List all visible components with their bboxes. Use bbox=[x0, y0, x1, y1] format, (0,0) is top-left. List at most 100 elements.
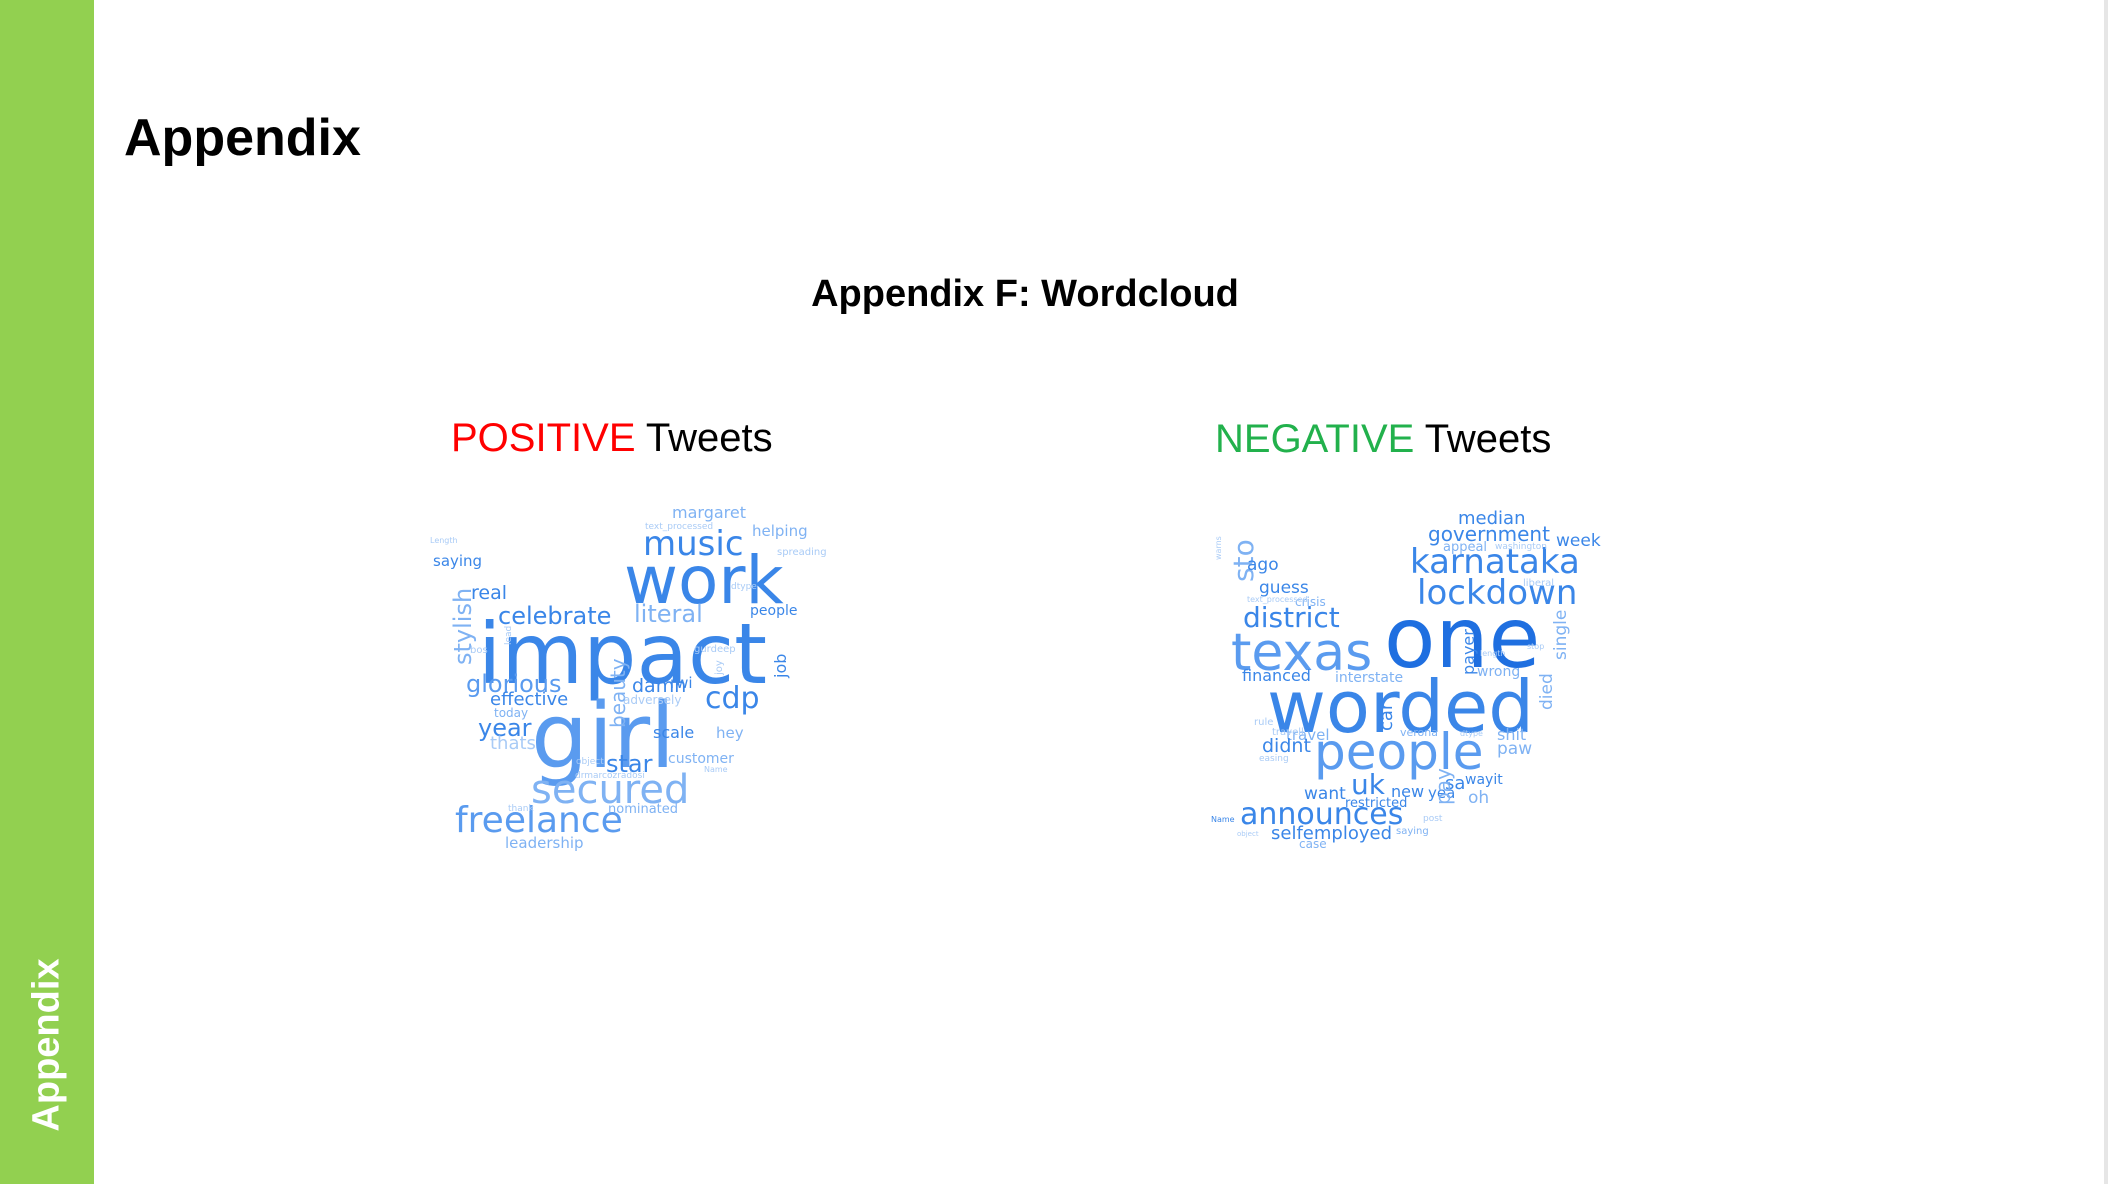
positive-heading: POSITIVE Tweets bbox=[451, 416, 773, 461]
positive-word-today: today bbox=[494, 706, 529, 720]
negative-word-travell: travell bbox=[1272, 727, 1304, 738]
negative-word-easing: easing bbox=[1259, 754, 1289, 764]
negative-word-liberal: liberal bbox=[1523, 578, 1555, 589]
negative-word-pay: pay bbox=[1431, 768, 1455, 805]
negative-word-want: want bbox=[1304, 784, 1346, 804]
positive-word-bos: bos bbox=[470, 645, 488, 656]
negative-word-rule: rule bbox=[1254, 717, 1274, 728]
negative-word-ago: ago bbox=[1247, 555, 1279, 575]
negative-word-selfemployed: selfemployed bbox=[1271, 823, 1392, 844]
positive-word-joy: joy bbox=[714, 660, 725, 675]
negative-word-died: died bbox=[1537, 673, 1557, 710]
positive-word-gurdeep: gurdeep bbox=[694, 644, 736, 655]
negative-word-case: case bbox=[1299, 837, 1327, 851]
negative-word-saying: saying bbox=[1396, 826, 1429, 837]
negative-word-karnataka: karnataka bbox=[1410, 542, 1580, 582]
negative-word-object: object bbox=[1237, 830, 1259, 838]
positive-word-dtype: dtype bbox=[731, 582, 757, 592]
negative-word-travel: travel bbox=[1286, 726, 1330, 744]
positive-word-customer: customer bbox=[668, 751, 734, 767]
positive-word-year: year bbox=[478, 714, 532, 742]
section-title: Appendix F: Wordcloud bbox=[0, 273, 2050, 316]
positive-word-helping: helping bbox=[752, 522, 808, 540]
positive-word-glorious: glorious bbox=[466, 670, 562, 698]
negative-word-restricted: restricted bbox=[1345, 796, 1408, 811]
positive-word-leadership: leadership bbox=[505, 834, 584, 852]
positive-word-nominated: nominated bbox=[608, 802, 679, 817]
negative-word-paw: paw bbox=[1497, 739, 1533, 759]
negative-word-district: district bbox=[1243, 601, 1340, 634]
positive-word-rwi: rwi bbox=[670, 674, 693, 692]
negative-word-yea: yea bbox=[1428, 784, 1456, 802]
section-title-text: Appendix F: Wordcloud bbox=[811, 273, 1239, 315]
negative-word-one: one bbox=[1384, 589, 1541, 687]
positive-word-scale: scale bbox=[653, 723, 695, 742]
negative-word-lockdown: lockdown bbox=[1417, 573, 1578, 613]
negative-word-crisis: crisis bbox=[1295, 595, 1326, 609]
negative-keyword: NEGATIVE bbox=[1215, 417, 1415, 461]
positive-heading-suffix: Tweets bbox=[635, 416, 773, 460]
positive-word-hey: hey bbox=[716, 724, 744, 742]
negative-word-appeal: appeal bbox=[1443, 540, 1488, 555]
positive-word-job: job bbox=[771, 653, 790, 678]
page-title: Appendix bbox=[124, 109, 361, 167]
negative-word-sa: sa bbox=[1445, 773, 1466, 794]
negative-word-worded: worded bbox=[1267, 665, 1534, 749]
negative-word-wayit: wayit bbox=[1465, 772, 1503, 788]
positive-word-object: object bbox=[576, 757, 604, 767]
negative-word-week: week bbox=[1556, 531, 1601, 551]
negative-word-payer: payer bbox=[1459, 629, 1478, 675]
positive-word-star: star bbox=[606, 750, 653, 778]
positive-word-girl: girl bbox=[531, 684, 676, 789]
negative-heading-suffix: Tweets bbox=[1414, 417, 1552, 461]
positive-keyword: POSITIVE bbox=[451, 416, 636, 460]
negative-word-post: post bbox=[1423, 814, 1443, 824]
positive-word-margaret: margaret bbox=[672, 503, 746, 522]
positive-word-adversely: adversely bbox=[623, 693, 682, 707]
negative-word-interstate: interstate bbox=[1335, 670, 1404, 686]
negative-word-announces: announces bbox=[1240, 797, 1404, 832]
negative-word-uk: uk bbox=[1351, 768, 1385, 801]
negative-word-dtype: dtype bbox=[1460, 729, 1483, 738]
negative-word-wrong: wrong bbox=[1477, 664, 1521, 680]
positive-word-work: work bbox=[624, 542, 784, 619]
negative-heading: NEGATIVE Tweets bbox=[1215, 417, 1551, 462]
positive-word-secured: secured bbox=[531, 767, 690, 813]
negative-word-oh: oh bbox=[1468, 788, 1490, 808]
positive-word-literal: literal bbox=[634, 600, 703, 628]
negative-word-financed: financed bbox=[1242, 666, 1311, 685]
negative-word-single: single bbox=[1551, 609, 1571, 660]
negative-word-name: Name bbox=[1211, 815, 1235, 824]
positive-word-people: people bbox=[750, 603, 798, 619]
positive-word-cdp: cdp bbox=[705, 681, 760, 716]
negative-word-didnt: didnt bbox=[1262, 735, 1311, 757]
negative-word-warns: warns bbox=[1214, 536, 1223, 560]
negative-word-verona: verona bbox=[1400, 726, 1439, 739]
positive-word-celebrate: celebrate bbox=[498, 602, 612, 630]
negative-word-stop: stop bbox=[1527, 642, 1545, 651]
negative-word-length: length bbox=[1480, 649, 1506, 658]
positive-word-text-processed: text_processed bbox=[645, 522, 714, 532]
sidebar-label: Appendix bbox=[25, 958, 68, 1132]
negative-word-car: car bbox=[1376, 702, 1397, 731]
right-edge-divider bbox=[2104, 0, 2108, 1184]
positive-word-thank: thank bbox=[508, 804, 534, 814]
negative-word-new: new bbox=[1391, 782, 1425, 801]
positive-word-real: real bbox=[471, 582, 508, 604]
positive-word-damn: damn bbox=[632, 675, 687, 697]
positive-word-effective: effective bbox=[490, 689, 569, 710]
sidebar: Appendix bbox=[0, 0, 94, 1184]
positive-word-lead: lead bbox=[504, 625, 514, 645]
positive-word-drmarcozradosi: drmarcozradosi bbox=[575, 771, 645, 781]
negative-word-people: people bbox=[1314, 723, 1484, 781]
positive-word-music: music bbox=[643, 524, 744, 564]
positive-word-saying: saying bbox=[433, 552, 483, 570]
positive-word-freelance: freelance bbox=[455, 800, 623, 841]
negative-word-government: government bbox=[1428, 522, 1550, 546]
positive-word-spreading: spreading bbox=[777, 547, 827, 558]
negative-word-texas: texas bbox=[1231, 623, 1373, 683]
positive-word-length: Length bbox=[430, 536, 458, 545]
negative-word-text-processed: text_processed bbox=[1247, 595, 1308, 604]
positive-word-impact: impact bbox=[478, 605, 768, 703]
positive-word-name: Name bbox=[704, 765, 728, 774]
